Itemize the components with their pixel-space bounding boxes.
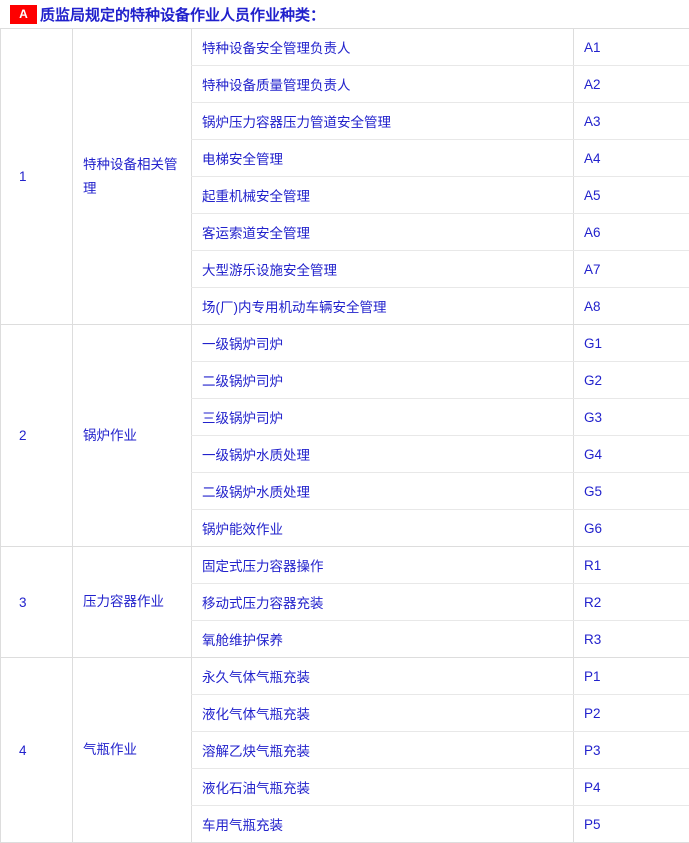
occupation-code: A6 xyxy=(574,214,689,251)
occupation-code: A7 xyxy=(574,251,689,288)
group-name: 锅炉作业 xyxy=(73,325,192,547)
section-badge-a: A xyxy=(10,5,37,24)
group-name: 压力容器作业 xyxy=(73,547,192,658)
occupation-name: 溶解乙炔气瓶充装 xyxy=(192,732,574,769)
occupation-code: A5 xyxy=(574,177,689,214)
occupation-code: P3 xyxy=(574,732,689,769)
page-title-bar: A 质监局规定的特种设备作业人员作业种类： xyxy=(0,0,689,28)
group-number: 1 xyxy=(1,29,73,325)
occupation-code: G4 xyxy=(574,436,689,473)
occupation-code: P5 xyxy=(574,806,689,843)
occupation-code: R3 xyxy=(574,621,689,658)
occupation-code: P4 xyxy=(574,769,689,806)
occupation-code: G5 xyxy=(574,473,689,510)
page-title: 质监局规定的特种设备作业人员作业种类： xyxy=(40,4,325,25)
occupation-code: P1 xyxy=(574,658,689,695)
occupation-code: G3 xyxy=(574,399,689,436)
occupation-code: P2 xyxy=(574,695,689,732)
group-name: 特种设备相关管理 xyxy=(73,29,192,325)
occupation-name: 移动式压力容器充装 xyxy=(192,584,574,621)
occupation-code: A3 xyxy=(574,103,689,140)
occupation-code: A2 xyxy=(574,66,689,103)
occupation-code: R2 xyxy=(574,584,689,621)
occupation-name: 氧舱维护保养 xyxy=(192,621,574,658)
occupation-name: 锅炉能效作业 xyxy=(192,510,574,547)
group-number: 4 xyxy=(1,658,73,843)
occupation-code: A8 xyxy=(574,288,689,325)
occupation-name: 特种设备安全管理负责人 xyxy=(192,29,574,66)
occupation-name: 三级锅炉司炉 xyxy=(192,399,574,436)
group-name: 气瓶作业 xyxy=(73,658,192,843)
occupation-code: A4 xyxy=(574,140,689,177)
occupation-name: 场(厂)内专用机动车辆安全管理 xyxy=(192,288,574,325)
occupation-name: 客运索道安全管理 xyxy=(192,214,574,251)
occupation-name: 永久气体气瓶充装 xyxy=(192,658,574,695)
occupation-code: G6 xyxy=(574,510,689,547)
occupation-name: 起重机械安全管理 xyxy=(192,177,574,214)
occupation-code: A1 xyxy=(574,29,689,66)
group-number: 3 xyxy=(1,547,73,658)
occupation-name: 锅炉压力容器压力管道安全管理 xyxy=(192,103,574,140)
occupation-name: 液化气体气瓶充装 xyxy=(192,695,574,732)
occupation-name: 特种设备质量管理负责人 xyxy=(192,66,574,103)
occupation-name: 二级锅炉司炉 xyxy=(192,362,574,399)
occupation-name: 液化石油气瓶充装 xyxy=(192,769,574,806)
occupation-code: G1 xyxy=(574,325,689,362)
group-number: 2 xyxy=(1,325,73,547)
occupation-name: 大型游乐设施安全管理 xyxy=(192,251,574,288)
occupation-name: 一级锅炉司炉 xyxy=(192,325,574,362)
occupation-name: 固定式压力容器操作 xyxy=(192,547,574,584)
occupation-name: 电梯安全管理 xyxy=(192,140,574,177)
occupation-name: 二级锅炉水质处理 xyxy=(192,473,574,510)
occupation-name: 车用气瓶充装 xyxy=(192,806,574,843)
occupation-code: G2 xyxy=(574,362,689,399)
occupation-code: R1 xyxy=(574,547,689,584)
occupation-name: 一级锅炉水质处理 xyxy=(192,436,574,473)
